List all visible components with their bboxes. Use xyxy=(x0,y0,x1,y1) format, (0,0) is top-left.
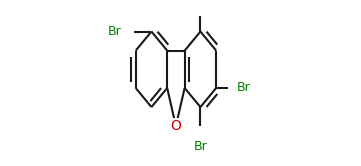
Text: Br: Br xyxy=(193,0,207,3)
Text: Br: Br xyxy=(108,25,122,38)
Text: Br: Br xyxy=(237,82,251,94)
Text: Br: Br xyxy=(193,140,207,153)
Text: O: O xyxy=(170,119,181,133)
